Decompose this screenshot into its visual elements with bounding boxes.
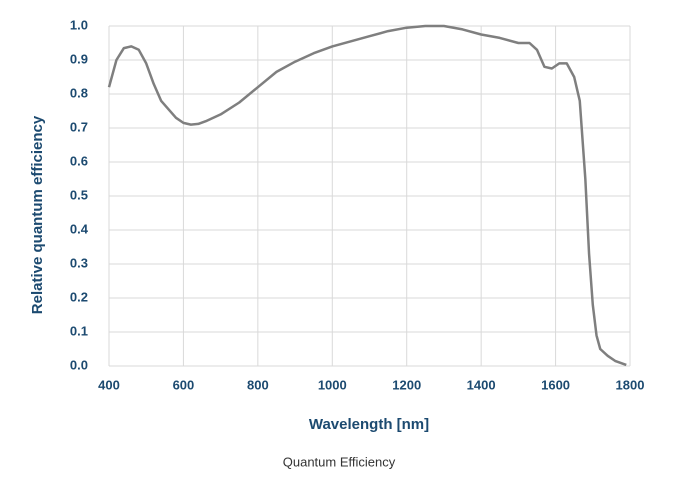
y-tick-label: 0.2 bbox=[70, 289, 88, 304]
caption: Quantum Efficiency bbox=[283, 454, 396, 469]
y-tick-label: 0.8 bbox=[70, 85, 88, 100]
x-tick-label: 1800 bbox=[616, 377, 645, 392]
y-tick-label: 0.0 bbox=[70, 357, 88, 372]
x-axis-label: Wavelength [nm] bbox=[309, 416, 429, 433]
y-tick-label: 0.9 bbox=[70, 51, 88, 66]
x-tick-label: 600 bbox=[173, 377, 195, 392]
y-tick-label: 0.7 bbox=[70, 119, 88, 134]
x-tick-label: 1600 bbox=[541, 377, 570, 392]
y-tick-label: 0.5 bbox=[70, 187, 88, 202]
y-tick-label: 0.3 bbox=[70, 255, 88, 270]
y-tick-label: 0.6 bbox=[70, 153, 88, 168]
y-axis-label: Relative quantum efficiency bbox=[29, 115, 46, 314]
y-tick-label: 0.1 bbox=[70, 323, 88, 338]
x-tick-label: 800 bbox=[247, 377, 269, 392]
y-tick-label: 1.0 bbox=[70, 17, 88, 32]
x-tick-label: 1000 bbox=[318, 377, 347, 392]
x-tick-label: 1200 bbox=[392, 377, 421, 392]
x-tick-label: 400 bbox=[98, 377, 120, 392]
x-tick-label: 1400 bbox=[467, 377, 496, 392]
data-line bbox=[107, 24, 627, 367]
y-tick-label: 0.4 bbox=[70, 221, 89, 236]
